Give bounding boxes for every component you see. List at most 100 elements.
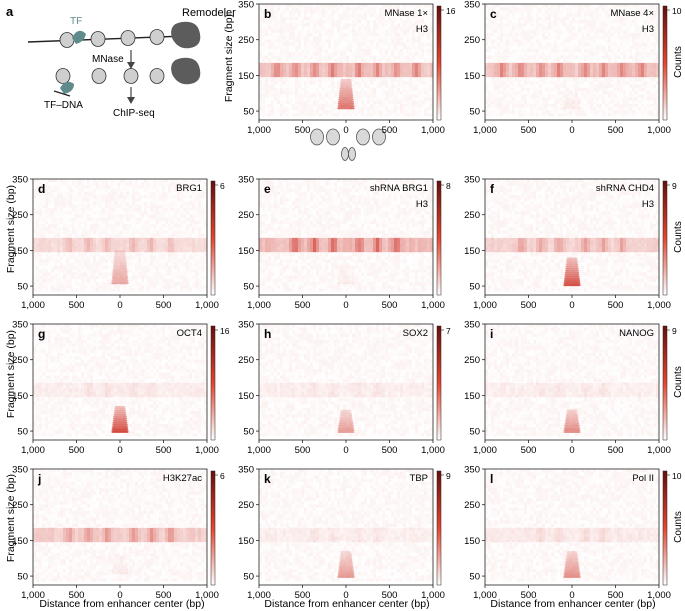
heatmap-noise-cell — [328, 20, 331, 23]
heatmap-noise-cell — [78, 272, 81, 275]
heatmap-noise-cell — [430, 78, 433, 82]
heatmap-noise-cell — [316, 88, 319, 91]
heatmap-noise-cell — [295, 36, 298, 40]
heatmap-noise-cell — [503, 27, 506, 30]
heatmap-noise-cell — [614, 65, 617, 69]
heatmap-noise-cell — [316, 100, 319, 104]
heatmap-noise-cell — [274, 71, 277, 75]
nucleosome-band-cell — [328, 62, 331, 78]
heatmap-noise-cell — [554, 36, 557, 39]
heatmap-noise-cell — [45, 214, 48, 217]
heatmap-noise-cell — [427, 113, 430, 117]
heatmap-noise-cell — [394, 58, 397, 62]
heatmap-noise-cell — [259, 29, 262, 33]
heatmap-noise-cell — [521, 49, 524, 52]
heatmap-noise-cell — [373, 17, 376, 20]
heatmap-noise-cell — [36, 208, 39, 211]
heatmap-noise-cell — [66, 227, 69, 231]
heatmap-noise-cell — [268, 45, 271, 50]
center-enrichment-cell — [564, 103, 580, 106]
heatmap-noise-cell — [385, 71, 388, 75]
nucleosome-band-cell — [488, 62, 491, 78]
heatmap-noise-cell — [397, 49, 400, 52]
heatmap-noise-cell — [548, 59, 551, 62]
heatmap-noise-cell — [578, 10, 581, 14]
panel-title-b: MNase 1× — [384, 8, 428, 19]
center-enrichment-cell — [564, 102, 580, 104]
heatmap-noise-cell — [51, 182, 54, 185]
heatmap-noise-cell — [277, 36, 280, 40]
heatmap-noise-cell — [39, 285, 42, 289]
heatmap-noise-cell — [349, 39, 352, 42]
heatmap-noise-cell — [367, 100, 370, 104]
heatmap-noise-cell — [617, 46, 620, 49]
heatmap-noise-cell — [623, 52, 626, 56]
heatmap-noise-cell — [415, 26, 418, 30]
heatmap-noise-cell — [379, 107, 382, 110]
heatmap-noise-cell — [69, 275, 72, 279]
heatmap-noise-cell — [644, 46, 647, 49]
heatmap-noise-cell — [322, 65, 325, 69]
heatmap-noise-cell — [280, 13, 283, 17]
heatmap-noise-cell — [364, 46, 367, 49]
heatmap-noise-cell — [328, 101, 331, 104]
heatmap-noise-cell — [641, 101, 644, 104]
heatmap-noise-cell — [370, 88, 373, 91]
heatmap-noise-cell — [412, 65, 415, 69]
heatmap-noise-cell — [605, 23, 608, 27]
heatmap-noise-cell — [650, 101, 653, 104]
heatmap-noise-cell — [524, 78, 527, 81]
heatmap-noise-cell — [653, 56, 656, 59]
heatmap-noise-cell — [265, 59, 268, 62]
heatmap-noise-cell — [78, 195, 81, 198]
heatmap-noise-cell — [307, 91, 310, 94]
heatmap-noise-cell — [488, 88, 491, 91]
heatmap-noise-cell — [551, 23, 554, 26]
heatmap-noise-cell — [430, 110, 433, 113]
heatmap-noise-cell — [349, 27, 352, 30]
heatmap-noise-cell — [340, 7, 343, 10]
heatmap-noise-cell — [584, 52, 587, 55]
heatmap-noise-cell — [605, 114, 608, 117]
heatmap-noise-cell — [319, 101, 322, 104]
heatmap-noise-cell — [644, 107, 647, 110]
nucleosome-band-cell — [265, 62, 268, 78]
heatmap-noise-cell — [491, 49, 494, 52]
heatmap-noise-cell — [355, 78, 358, 81]
heatmap-noise-cell — [418, 56, 421, 59]
heatmap-noise-cell — [647, 94, 650, 97]
heatmap-noise-cell — [500, 100, 503, 104]
heatmap-noise-cell — [355, 91, 358, 95]
heatmap-noise-cell — [298, 91, 301, 94]
heatmap-noise-cell — [328, 71, 331, 75]
heatmap-noise-cell — [301, 107, 304, 110]
heatmap-noise-cell — [521, 113, 524, 117]
heatmap-noise-cell — [548, 65, 551, 69]
heatmap-noise-cell — [605, 52, 608, 56]
heatmap-noise-cell — [400, 65, 403, 69]
schematic-panel-a: a TF Remodeler MNase TF–DNA ChIP-seq — [6, 4, 236, 119]
heatmap-noise-cell — [72, 263, 75, 266]
heatmap-noise-cell — [638, 56, 641, 59]
heatmap-noise-cell — [60, 205, 63, 208]
heatmap-noise-cell — [539, 84, 542, 88]
heatmap-noise-cell — [566, 49, 569, 53]
heatmap-noise-cell — [322, 97, 325, 101]
heatmap-noise-cell — [587, 7, 590, 10]
heatmap-noise-cell — [400, 71, 403, 75]
heatmap-noise-cell — [530, 101, 533, 104]
heatmap-noise-cell — [340, 16, 343, 21]
heatmap-noise-cell — [388, 58, 391, 62]
heatmap-noise-cell — [42, 285, 45, 289]
heatmap-noise-cell — [418, 91, 421, 95]
heatmap-noise-cell — [63, 227, 66, 231]
heatmap-noise-cell — [593, 20, 596, 24]
heatmap-noise-cell — [581, 20, 584, 24]
heatmap-noise-cell — [340, 23, 343, 26]
heatmap-noise-cell — [587, 114, 590, 117]
heatmap-noise-cell — [337, 91, 340, 95]
heatmap-noise-cell — [617, 91, 620, 94]
heatmap-noise-cell — [584, 85, 587, 88]
heatmap-noise-cell — [581, 107, 584, 110]
heatmap-noise-cell — [289, 85, 292, 88]
